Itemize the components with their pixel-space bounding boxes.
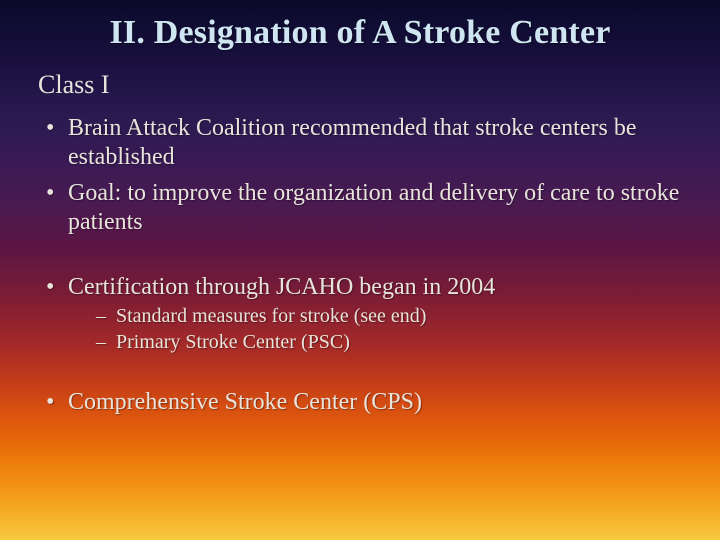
bullet-group-1: Brain Attack Coalition recommended that … — [42, 114, 686, 237]
bullet-item: Comprehensive Stroke Center (CPS) — [42, 388, 686, 417]
sub-bullet-text: Primary Stroke Center (PSC) — [116, 331, 350, 353]
sub-bullet-list: Standard measures for stroke (see end) P… — [94, 304, 686, 355]
spacer — [34, 362, 686, 388]
bullet-text: Comprehensive Stroke Center (CPS) — [68, 389, 422, 415]
slide-subheading: Class I — [38, 70, 686, 100]
spacer — [34, 243, 686, 273]
bullet-group-2: Certification through JCAHO began in 200… — [42, 273, 686, 355]
bullet-group-3: Comprehensive Stroke Center (CPS) — [42, 388, 686, 417]
slide-title: II. Designation of A Stroke Center — [34, 14, 686, 52]
bullet-item: Certification through JCAHO began in 200… — [42, 273, 686, 355]
bullet-text: Brain Attack Coalition recommended that … — [68, 115, 637, 170]
sub-bullet-item: Standard measures for stroke (see end) — [94, 304, 686, 330]
sub-bullet-item: Primary Stroke Center (PSC) — [94, 330, 686, 356]
bullet-text: Certification through JCAHO began in 200… — [68, 274, 495, 300]
sub-bullet-text: Standard measures for stroke (see end) — [116, 305, 426, 327]
bullet-item: Brain Attack Coalition recommended that … — [42, 114, 686, 173]
bullet-item: Goal: to improve the organization and de… — [42, 179, 686, 238]
slide: II. Designation of A Stroke Center Class… — [0, 0, 720, 443]
bullet-text: Goal: to improve the organization and de… — [68, 180, 679, 235]
